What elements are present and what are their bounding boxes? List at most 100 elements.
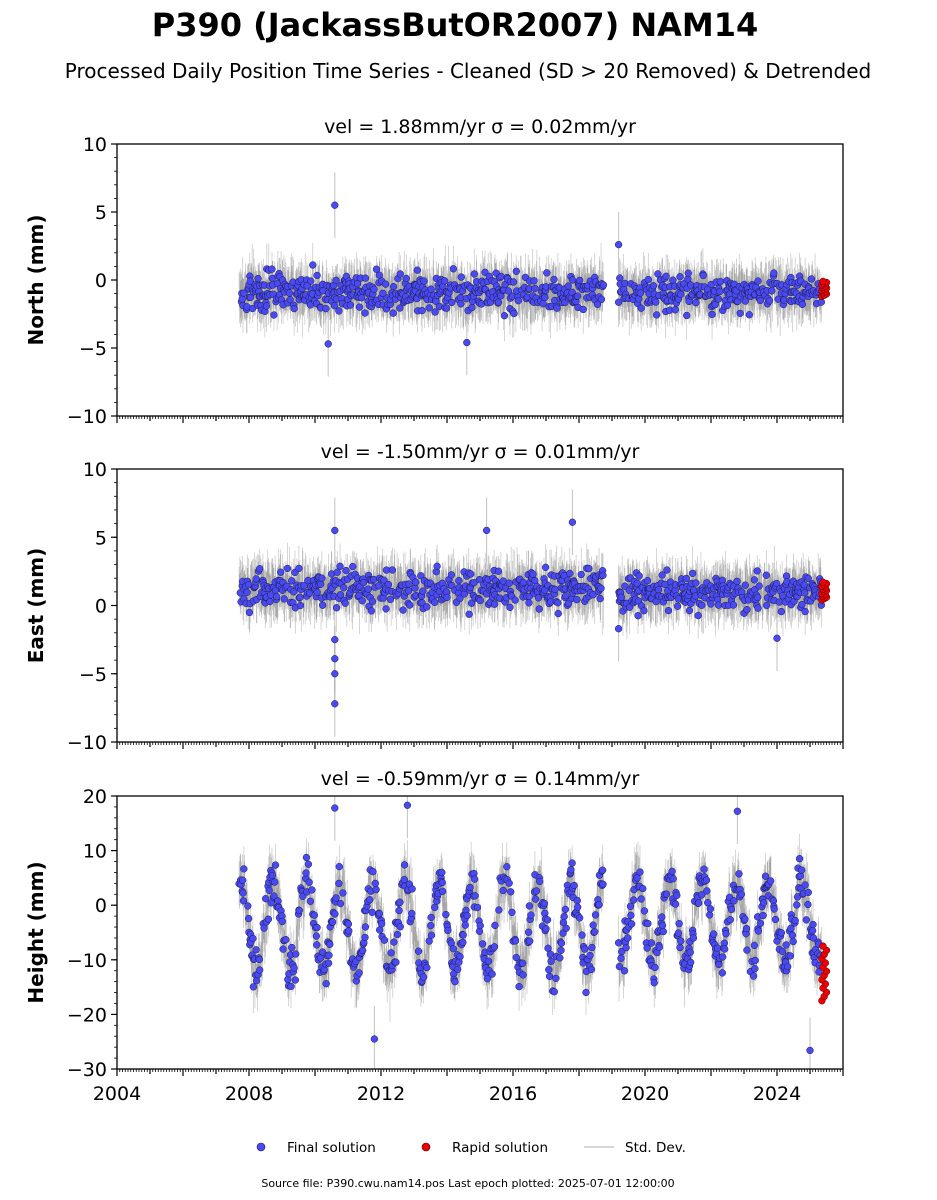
final-point <box>296 593 304 601</box>
final-point <box>671 306 679 314</box>
final-point <box>530 277 538 285</box>
final-point <box>753 593 762 602</box>
final-point <box>273 593 281 601</box>
final-point <box>431 598 439 607</box>
final-point <box>313 588 321 596</box>
final-point <box>359 578 368 587</box>
final-point <box>506 603 514 612</box>
final-point <box>370 575 378 584</box>
final-point <box>589 591 597 599</box>
final-point-outlier <box>331 700 339 708</box>
final-point <box>798 300 806 309</box>
final-point-outlier <box>324 340 332 348</box>
final-point <box>384 580 393 589</box>
final-point <box>333 568 341 576</box>
final-point <box>754 604 762 612</box>
final-point <box>529 570 537 578</box>
final-point <box>566 569 574 578</box>
final-point <box>649 282 658 290</box>
final-point-outlier <box>331 655 339 663</box>
final-point <box>240 289 248 297</box>
final-point <box>332 276 340 285</box>
final-point <box>262 302 271 310</box>
final-point <box>723 301 732 310</box>
final-point <box>643 576 652 585</box>
final-point <box>290 588 298 596</box>
final-point <box>652 311 661 319</box>
final-point <box>543 269 551 277</box>
final-point <box>733 577 741 586</box>
final-point <box>339 584 348 592</box>
final-point <box>448 298 456 307</box>
final-point <box>319 601 327 609</box>
final-point <box>277 568 285 576</box>
final-point <box>381 280 390 288</box>
final-point <box>652 298 660 306</box>
final-point <box>778 592 787 600</box>
final-point <box>342 566 350 575</box>
final-point <box>768 287 776 295</box>
final-point <box>457 273 465 281</box>
final-point <box>807 275 816 283</box>
final-point <box>511 596 519 604</box>
final-point <box>286 295 294 304</box>
final-point <box>576 276 584 284</box>
final-point <box>467 599 476 607</box>
y-tick-label: 10 <box>83 134 107 156</box>
final-point <box>457 300 465 308</box>
y-tick-label: 0 <box>95 270 107 292</box>
y-tick-label: 10 <box>83 459 107 481</box>
final-point <box>470 579 478 587</box>
final-point <box>593 300 602 308</box>
final-point <box>406 601 414 609</box>
final-point <box>626 603 634 611</box>
final-point <box>750 576 759 584</box>
final-point <box>270 311 278 319</box>
final-point-outlier <box>568 518 577 526</box>
y-tick-label: −10 <box>67 406 107 428</box>
y-tick-label: 5 <box>95 202 107 224</box>
final-point <box>417 572 425 580</box>
final-point <box>541 293 549 302</box>
final-point <box>396 270 404 278</box>
final-point <box>468 303 476 312</box>
final-point-outlier <box>331 201 339 209</box>
final-point <box>372 265 381 273</box>
panel-0: −10 −5 0 5 10 vel = 1.88mm/yr σ = 0.02mm/yr No… <box>24 116 844 428</box>
final-point <box>654 270 662 278</box>
final-point <box>389 309 397 317</box>
final-point <box>353 280 362 288</box>
final-point <box>755 582 763 590</box>
final-point <box>420 277 428 285</box>
figure-subtitle: Processed Daily Position Time Series - C… <box>65 59 871 83</box>
final-point <box>243 588 251 596</box>
final-point <box>599 571 607 579</box>
final-point <box>599 281 608 289</box>
final-point <box>497 272 505 281</box>
final-point <box>256 565 264 573</box>
final-point <box>335 307 343 315</box>
rapid-points <box>818 578 831 604</box>
final-point <box>318 574 326 582</box>
final-point <box>358 597 366 605</box>
final-point <box>309 261 317 269</box>
final-point <box>729 601 738 609</box>
y-tick-label: −10 <box>67 732 107 754</box>
final-point <box>562 592 570 600</box>
final-point <box>568 276 577 284</box>
final-point <box>368 597 377 606</box>
final-point <box>440 277 449 285</box>
final-point <box>664 606 673 615</box>
final-point <box>554 609 562 618</box>
final-point <box>442 304 451 312</box>
final-point <box>694 611 702 620</box>
panel-1: −10 −5 0 5 10 vel = -1.50mm/yr σ = 0.01mm/yr E… <box>24 441 844 754</box>
final-point <box>682 574 690 583</box>
final-point <box>361 274 370 282</box>
y-axis-label: North (mm) <box>24 214 48 345</box>
final-point <box>574 292 582 300</box>
final-point <box>617 593 626 601</box>
final-point <box>636 289 645 297</box>
final-point <box>317 580 325 588</box>
final-point <box>505 579 513 587</box>
